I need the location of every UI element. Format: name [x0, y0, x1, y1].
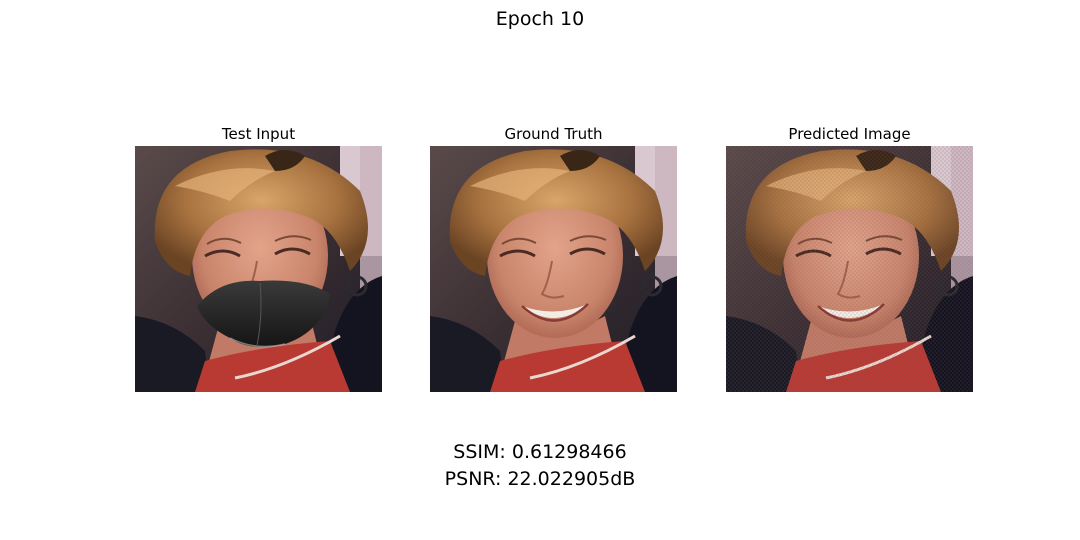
- ssim-metric: SSIM: 0.61298466: [453, 441, 627, 463]
- ground-truth-image: [430, 146, 677, 392]
- masked-face-photo: [135, 146, 382, 392]
- panel-title-predicted-image: Predicted Image: [788, 125, 911, 143]
- psnr-metric: PSNR: 22.022905dB: [444, 468, 636, 490]
- reconstructed-face-photo: [726, 146, 973, 392]
- predicted-image: [726, 146, 973, 392]
- panel-title-test-input: Test Input: [221, 125, 296, 143]
- face-photo: [430, 146, 677, 392]
- test-input-image: [135, 146, 382, 392]
- panel-title-ground-truth: Ground Truth: [504, 125, 603, 143]
- figure-title: Epoch 10: [495, 8, 585, 30]
